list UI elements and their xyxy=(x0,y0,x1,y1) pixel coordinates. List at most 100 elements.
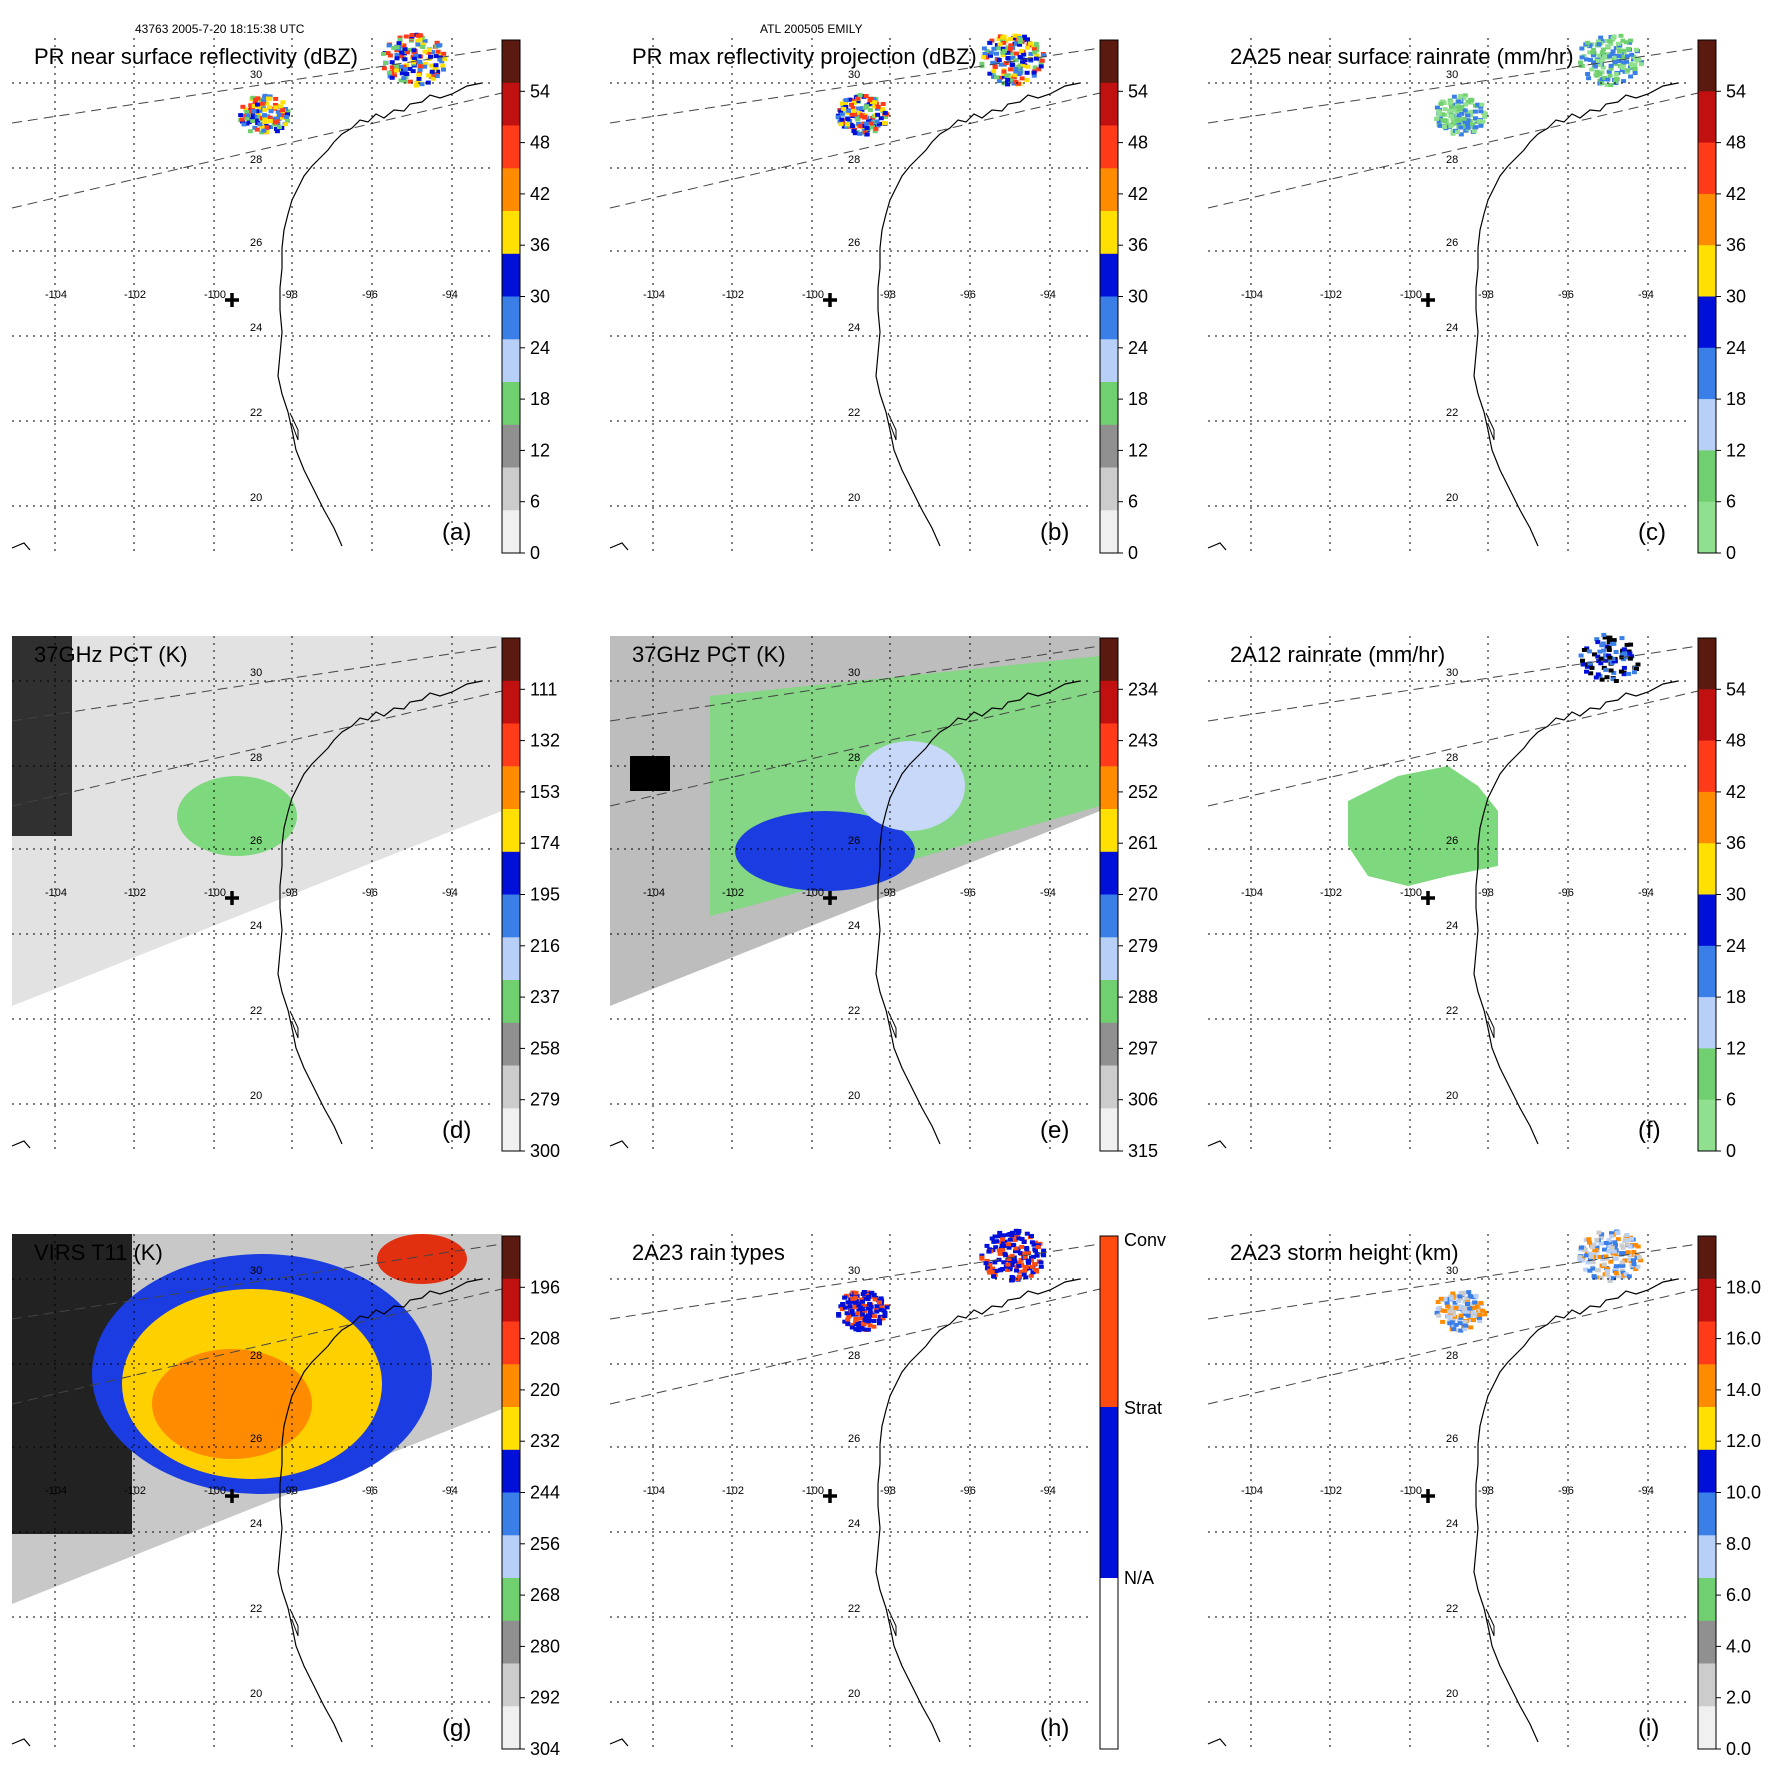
precip-pixel xyxy=(262,117,268,122)
colorbar-segment xyxy=(1698,1048,1716,1101)
precip-pixel xyxy=(1442,1309,1448,1313)
lon-tick-label: -98 xyxy=(282,289,298,301)
coastline-fragment xyxy=(11,1140,31,1149)
precip-pixel xyxy=(1478,109,1484,114)
colorbar-label: 268 xyxy=(530,1585,560,1605)
precip-pixel xyxy=(1635,1264,1641,1269)
precip-pixel xyxy=(1439,1308,1445,1313)
precip-pixel xyxy=(262,120,268,124)
colorbar-segment xyxy=(1100,680,1118,725)
precip-pixel xyxy=(1613,1271,1619,1276)
precip-pixel xyxy=(987,1268,993,1273)
colorbar-label: 216 xyxy=(530,936,560,956)
lat-tick-label: 20 xyxy=(250,1688,262,1700)
precip-pixel xyxy=(1472,1300,1478,1305)
precip-pixel xyxy=(1607,655,1613,660)
precip-pixel xyxy=(398,43,404,48)
precip-pixel xyxy=(1015,1260,1021,1265)
lon-tick-label: -98 xyxy=(282,1485,298,1497)
precip-pixel xyxy=(259,101,265,106)
colorbar-segment xyxy=(502,1620,520,1665)
precip-pixel xyxy=(1009,62,1015,67)
precip-pixel xyxy=(1478,104,1484,109)
precip-pixel xyxy=(1633,1242,1638,1247)
precip-pixel xyxy=(1626,671,1632,676)
colorbar-label: 30 xyxy=(1726,287,1746,307)
precip-pixel xyxy=(883,115,888,119)
precip-pixel xyxy=(1025,45,1030,50)
panel-title: 2A23 storm height (km) xyxy=(1230,1240,1459,1265)
precip-pixel xyxy=(1461,120,1467,125)
precip-pixel xyxy=(1465,113,1471,118)
precip-pixel xyxy=(428,54,433,59)
precip-pixel xyxy=(1001,40,1007,45)
precip-pixel xyxy=(398,78,404,83)
precip-pixel xyxy=(878,1296,884,1301)
precip-pixel xyxy=(1477,1312,1483,1317)
precip-pixel xyxy=(1595,640,1601,645)
colorbar-segment xyxy=(502,82,520,127)
cloud-top xyxy=(152,1349,312,1459)
precip-pixel xyxy=(1616,59,1622,63)
precip-pixel xyxy=(434,40,440,45)
precip-pixel xyxy=(396,41,402,46)
colorbar-label: 6 xyxy=(530,492,540,512)
precip-pixel xyxy=(1452,1300,1458,1305)
precip-pixel xyxy=(1016,1236,1022,1241)
precip-pixel xyxy=(991,46,997,51)
precip-pixel xyxy=(1015,1249,1020,1253)
lon-tick-label: -100 xyxy=(1400,289,1422,301)
lat-tick-label: 26 xyxy=(848,237,860,249)
precip-pixel xyxy=(1470,122,1476,127)
lat-tick-label: 26 xyxy=(1446,1433,1458,1445)
precip-pixel xyxy=(866,1294,872,1299)
precip-pixel xyxy=(1587,43,1593,48)
precip-pixel xyxy=(404,72,410,76)
precip-pixel xyxy=(992,1234,998,1239)
lat-tick-label: 26 xyxy=(250,1433,262,1445)
lat-tick-label: 22 xyxy=(848,1603,860,1615)
precip-pixel xyxy=(1613,650,1619,654)
precip-pixel xyxy=(882,1310,888,1315)
precip-pixel xyxy=(867,1323,873,1328)
precip-pixel xyxy=(1621,48,1627,53)
precip-pixel xyxy=(397,37,403,42)
precip-pixel xyxy=(1009,1263,1015,1268)
precip-pixel xyxy=(1605,1266,1611,1271)
colorbar-label: 0 xyxy=(530,543,540,563)
panel-title: 37GHz PCT (K) xyxy=(34,642,188,667)
precip-pixel xyxy=(1033,41,1039,46)
precip-pixel xyxy=(1022,1268,1028,1273)
precip-pixel xyxy=(284,114,289,119)
precip-pixel xyxy=(1000,53,1006,58)
precip-pixel xyxy=(273,105,279,110)
precip-pixel xyxy=(984,55,990,60)
precip-pixel xyxy=(402,79,408,84)
precip-pixel xyxy=(1619,54,1625,59)
precip-pixel xyxy=(868,1304,874,1309)
colorbar-d: 111 132 153 174 195 216 237 258 279 300 xyxy=(501,637,560,1161)
lat-tick-label: 22 xyxy=(250,407,262,419)
precip-pixel xyxy=(984,1258,990,1263)
precip-pixel xyxy=(849,1325,855,1330)
lat-tick-label: 24 xyxy=(848,1518,860,1530)
precip-pixel xyxy=(1019,76,1025,81)
precip-pixel xyxy=(273,126,279,131)
precip-pixel xyxy=(1612,1245,1618,1250)
precip-pixel xyxy=(1613,679,1619,683)
precip-pixel xyxy=(875,112,881,117)
colorbar-segment xyxy=(1698,791,1716,844)
colorbar-segment xyxy=(1698,1663,1716,1707)
precip-pixel xyxy=(267,115,273,120)
precip-pixel xyxy=(838,1304,844,1309)
lat-tick-label: 20 xyxy=(848,1090,860,1102)
precip-pixel xyxy=(1624,54,1630,59)
coastline-fragment xyxy=(609,1140,629,1149)
colorbar-segment xyxy=(1698,1620,1716,1665)
precip-pixel xyxy=(423,61,429,66)
precip-pixel xyxy=(997,42,1003,47)
colorbar-label: 42 xyxy=(1726,782,1746,802)
precip-pixel xyxy=(991,1239,997,1244)
lat-tick-label: 20 xyxy=(250,1090,262,1102)
colorbar-label: 30 xyxy=(1726,885,1746,905)
